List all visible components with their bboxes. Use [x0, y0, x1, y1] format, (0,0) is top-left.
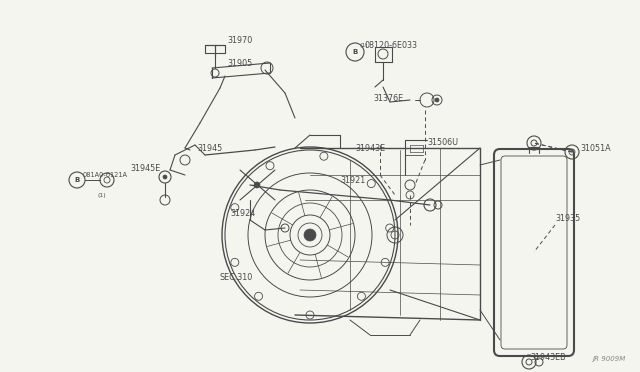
- Text: 31924: 31924: [230, 208, 255, 218]
- Text: 31051A: 31051A: [580, 144, 611, 153]
- Circle shape: [163, 175, 167, 179]
- Text: 31935: 31935: [555, 214, 580, 222]
- Text: 31943E: 31943E: [355, 144, 385, 153]
- Text: 31970: 31970: [227, 35, 252, 45]
- Text: 31506U: 31506U: [427, 138, 458, 147]
- Text: 31921: 31921: [340, 176, 365, 185]
- Text: 31945: 31945: [197, 144, 222, 153]
- Text: B: B: [353, 49, 358, 55]
- Text: 081A0-6121A: 081A0-6121A: [83, 172, 128, 178]
- Text: 31905: 31905: [227, 58, 252, 67]
- Text: 31943EB: 31943EB: [530, 353, 566, 362]
- Text: SEC.310: SEC.310: [220, 273, 253, 282]
- Text: B: B: [74, 177, 79, 183]
- Text: 31376E: 31376E: [373, 93, 403, 103]
- Circle shape: [435, 98, 439, 102]
- Text: (1): (1): [97, 192, 106, 198]
- Text: 31945E: 31945E: [130, 164, 160, 173]
- Circle shape: [254, 182, 260, 188]
- Text: (1): (1): [360, 42, 368, 48]
- Text: 08120-6E033: 08120-6E033: [365, 41, 418, 49]
- Circle shape: [304, 229, 316, 241]
- Text: JR 9009M: JR 9009M: [592, 356, 625, 362]
